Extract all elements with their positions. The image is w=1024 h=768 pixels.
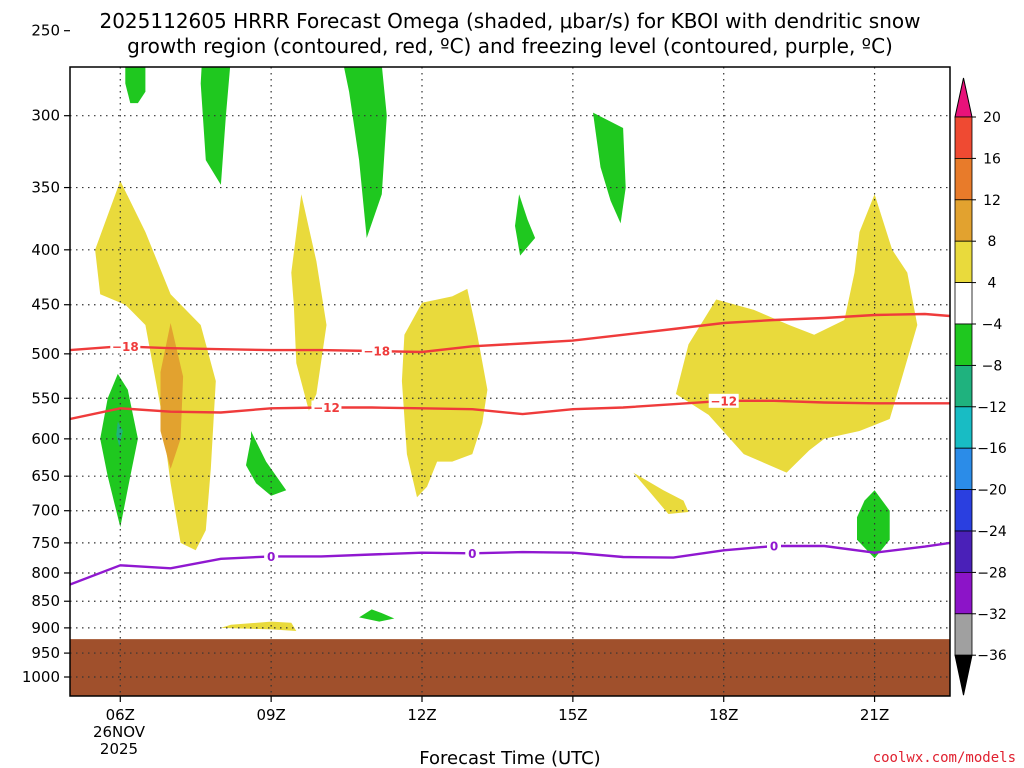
colorbar-swatch-3 — [954, 199, 973, 242]
colorbar-top-arrow — [954, 77, 973, 118]
colorbar-swatch-2 — [954, 157, 973, 201]
colorbar-swatch-5 — [954, 282, 973, 325]
omega-region-13 — [593, 112, 626, 224]
colorbar-swatch-11 — [954, 530, 973, 573]
contour-label-bg-freezing-level-2 — [767, 538, 781, 553]
omega-region-8 — [200, 67, 231, 185]
x-axis-label: Forecast Time (UTC) — [419, 748, 600, 768]
contour-label-bg-freezing-level-0 — [264, 549, 279, 564]
chart-title-line2: growth region (contoured, red, ºC) and f… — [127, 34, 893, 58]
contour-dendritic-top — [70, 312, 950, 354]
colorbar-tick-label-0: 20 — [983, 110, 1001, 126]
omega-region-9 — [246, 431, 287, 496]
y-tick-label-950: 950 — [31, 644, 60, 662]
y-tick-label-500: 500 — [31, 345, 60, 363]
omega-region-11 — [359, 609, 395, 622]
y-tick-label-700: 700 — [31, 502, 60, 520]
contour-freezing-level — [70, 541, 950, 586]
contour-label-freezing-level-2: 0 — [770, 539, 778, 553]
y-tick-label-250: 250 — [31, 22, 60, 40]
x-tick-label-12Z: 12Z — [407, 706, 436, 724]
x-tick-label-09Z: 09Z — [256, 706, 285, 724]
contour-label-bg-freezing-level-1 — [465, 546, 480, 561]
y-tick-label-450: 450 — [31, 296, 60, 314]
omega-region-1 — [160, 323, 184, 469]
colorbar-tick-label-2: 12 — [983, 193, 1001, 209]
colorbar: 20 16 12 8 4 −4 −8 −12 −16 −20 −24 −28 −32 −36 — [954, 77, 1007, 696]
x-tick-label-18Z: 18Z — [709, 706, 738, 724]
y-tick-label-800: 800 — [31, 564, 60, 582]
omega-region-2 — [220, 621, 297, 631]
y-tick-label-300: 300 — [31, 107, 60, 125]
x-tick-label-21Z: 21Z — [860, 706, 889, 724]
y-tick-label-550: 550 — [31, 389, 60, 407]
colorbar-tick-label-11: −28 — [977, 565, 1007, 581]
omega-region-7 — [125, 67, 146, 104]
colorbar-swatch-8 — [954, 406, 973, 449]
terrain-ground — [70, 639, 950, 696]
omega-region-3 — [291, 194, 327, 411]
plot-content: −18 −18 −12 −12 0 0 0 — [70, 67, 950, 696]
colorbar-swatch-6 — [954, 323, 973, 366]
contour-label-bg-dendritic-top-0 — [110, 339, 141, 354]
contour-label-dendritic-bottom-1: −12 — [710, 394, 737, 408]
colorbar-tick-label-10: −24 — [977, 524, 1007, 540]
omega-region-12 — [515, 194, 536, 256]
y-tick-label-750: 750 — [31, 534, 60, 552]
colorbar-swatch-10 — [954, 489, 973, 532]
contour-dendritic-bottom — [70, 399, 950, 421]
colorbar-tick-label-6: −8 — [982, 358, 1003, 374]
contour-label-dendritic-top-1: −18 — [363, 345, 390, 359]
colorbar-swatch-1 — [954, 116, 973, 159]
y-tick-label-1000: 1000 — [22, 668, 60, 686]
credit-text: coolwx.com/models — [873, 750, 1016, 766]
y-tick-label-850: 850 — [31, 592, 60, 610]
colorbar-swatch-13 — [954, 613, 973, 656]
date-year-label: 2025 — [100, 740, 138, 758]
y-tick-label-900: 900 — [31, 619, 60, 637]
contour-label-bg-dendritic-bottom-0 — [311, 400, 342, 415]
colorbar-tick-label-3: 8 — [988, 234, 997, 250]
colorbar-tick-label-5: −4 — [982, 317, 1003, 333]
y-tick-label-650: 650 — [31, 467, 60, 485]
omega-region-4 — [401, 288, 488, 498]
colorbar-tick-label-12: −32 — [977, 607, 1007, 623]
omega-region-15 — [116, 421, 123, 447]
colorbar-tick-label-13: −36 — [977, 648, 1007, 664]
contour-label-bg-dendritic-top-1 — [361, 344, 392, 359]
contour-label-freezing-level-0: 0 — [267, 550, 275, 564]
colorbar-swatch-12 — [954, 572, 973, 615]
omega-region-5 — [633, 472, 689, 514]
omega-region-10 — [343, 67, 387, 238]
contour-label-freezing-level-1: 0 — [468, 547, 476, 561]
colorbar-tick-label-4: 4 — [988, 276, 997, 292]
y-tick-label-600: 600 — [31, 430, 60, 448]
contour-label-dendritic-top-0: −18 — [112, 340, 139, 354]
y-tick-label-400: 400 — [31, 241, 60, 259]
colorbar-swatch-7 — [954, 364, 973, 408]
omega-region-16 — [857, 490, 890, 559]
contour-label-dendritic-bottom-0: −12 — [313, 401, 340, 415]
date-day-label: 26NOV — [93, 723, 146, 741]
colorbar-tick-label-9: −20 — [977, 483, 1007, 499]
contour-label-bg-dendritic-bottom-1 — [708, 393, 739, 408]
plot-frame — [69, 66, 951, 697]
omega-region-14 — [100, 373, 138, 528]
colorbar-swatch-9 — [954, 447, 973, 491]
colorbar-tick-label-8: −16 — [977, 441, 1007, 457]
x-tick-label-06Z: 06Z — [106, 706, 135, 724]
colorbar-swatch-4 — [954, 240, 973, 283]
x-tick-label-15Z: 15Z — [558, 706, 587, 724]
plot-area: −18 −18 −12 −12 0 0 0 250 300 350 400 450 500 550 600 6… — [22, 22, 951, 724]
chart-title-line1: 2025112605 HRRR Forecast Omega (shaded, … — [99, 9, 920, 33]
colorbar-tick-label-1: 16 — [983, 151, 1001, 167]
colorbar-tick-label-7: −12 — [977, 400, 1007, 416]
colorbar-bottom-arrow — [954, 654, 973, 696]
y-tick-label-350: 350 — [31, 179, 60, 197]
omega-region-0 — [95, 180, 216, 551]
